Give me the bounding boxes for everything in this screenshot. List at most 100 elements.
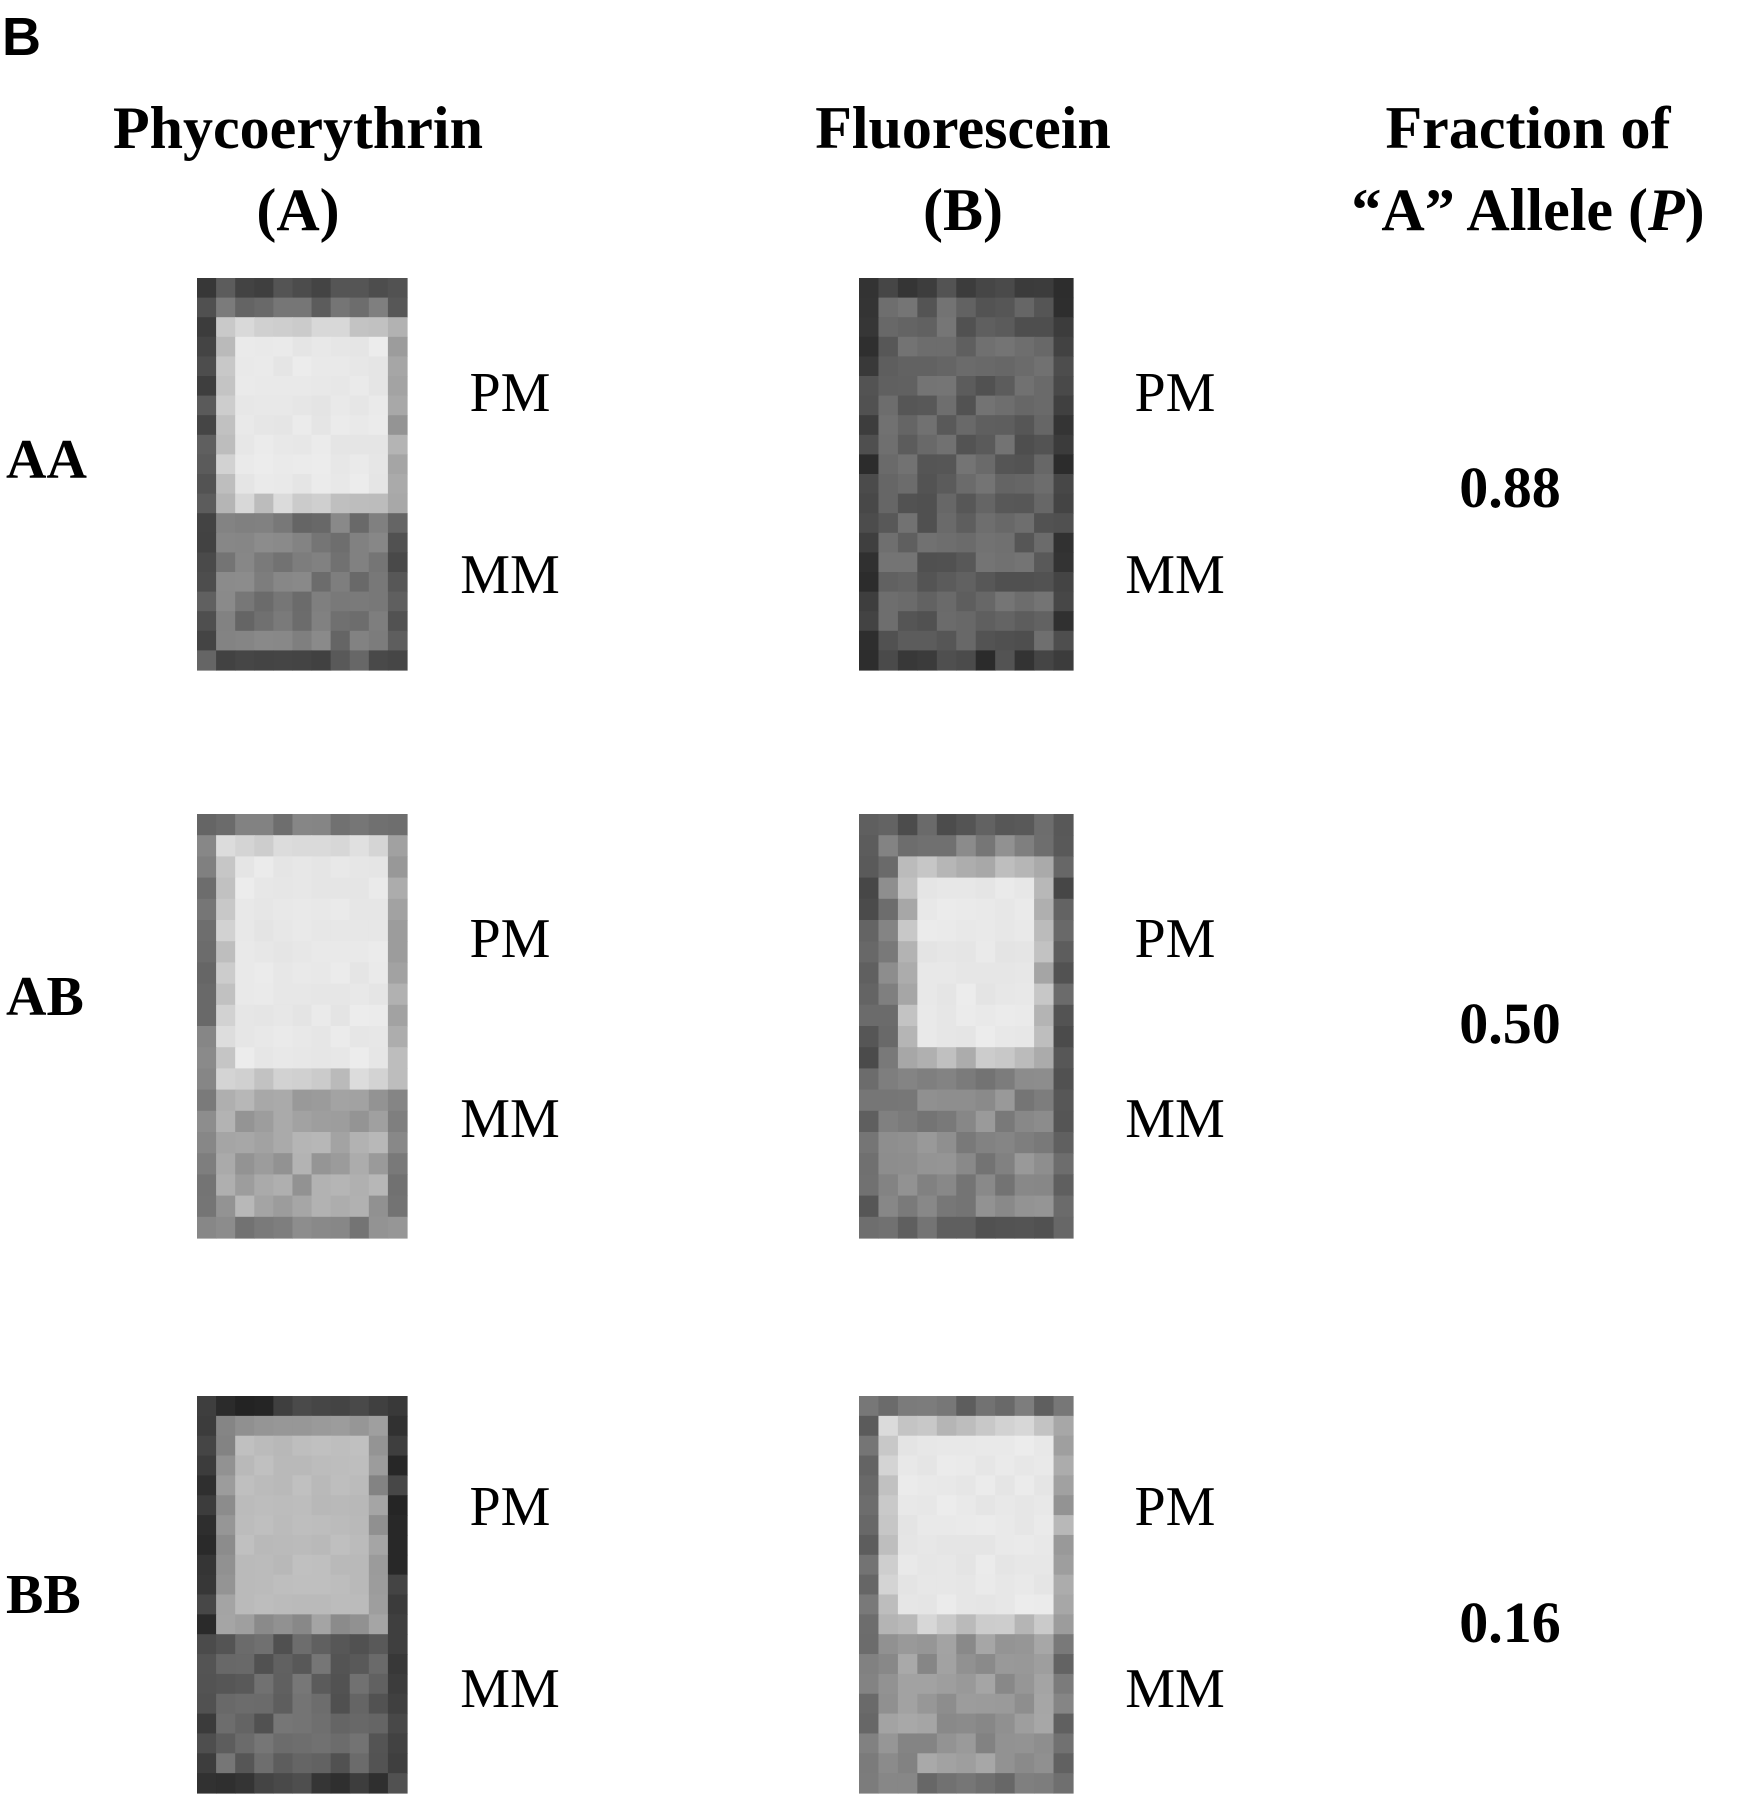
pixel bbox=[917, 1415, 938, 1437]
pixel bbox=[197, 835, 217, 857]
pixel bbox=[995, 1634, 1016, 1655]
pixel bbox=[330, 1004, 351, 1027]
pixel bbox=[936, 317, 957, 338]
pixel bbox=[216, 1435, 236, 1457]
pixel bbox=[917, 1654, 938, 1675]
pixel bbox=[897, 552, 918, 573]
pixel bbox=[1014, 941, 1035, 963]
pixel bbox=[859, 814, 880, 836]
pixel bbox=[254, 920, 274, 942]
pixel bbox=[368, 1004, 389, 1027]
column-header: Fraction of bbox=[1386, 95, 1672, 161]
pixel bbox=[878, 1654, 899, 1675]
column-header: Phycoerythrin bbox=[113, 95, 483, 161]
pixel bbox=[292, 1455, 313, 1476]
pixel bbox=[975, 278, 996, 299]
pixel bbox=[878, 415, 899, 436]
pixel bbox=[216, 474, 236, 495]
pixel bbox=[897, 877, 918, 900]
pixel bbox=[254, 1713, 274, 1735]
pixel bbox=[878, 1693, 899, 1715]
pixel bbox=[292, 1153, 313, 1175]
pixel bbox=[254, 1174, 274, 1197]
pixel bbox=[995, 1495, 1016, 1516]
pixel bbox=[254, 454, 274, 475]
pixel bbox=[975, 454, 996, 475]
pixel bbox=[1034, 1026, 1055, 1048]
pixel bbox=[254, 356, 274, 377]
pixel bbox=[368, 454, 389, 475]
pixel bbox=[254, 983, 274, 1006]
pixel bbox=[235, 898, 255, 921]
pixel bbox=[216, 835, 236, 857]
pixel bbox=[254, 297, 274, 318]
pixel bbox=[387, 1047, 408, 1069]
pixel bbox=[975, 395, 996, 416]
pixel bbox=[235, 278, 255, 299]
pixel bbox=[936, 835, 957, 857]
pixel bbox=[216, 983, 236, 1006]
pixel bbox=[216, 856, 236, 879]
pixel bbox=[1014, 814, 1035, 836]
pixel bbox=[936, 1713, 957, 1735]
pixel bbox=[311, 1396, 332, 1417]
pixel bbox=[349, 814, 370, 836]
pixel bbox=[936, 650, 957, 671]
pixel bbox=[1034, 1713, 1055, 1735]
pixel bbox=[254, 1047, 274, 1069]
pixel bbox=[349, 1396, 370, 1417]
pixel bbox=[330, 962, 351, 985]
pixel bbox=[956, 1455, 977, 1476]
pixel bbox=[1014, 1132, 1035, 1154]
pixel bbox=[387, 941, 408, 963]
pixel bbox=[917, 1026, 938, 1048]
pixel bbox=[1014, 1153, 1035, 1175]
pixel bbox=[349, 941, 370, 963]
pixel bbox=[1034, 297, 1055, 318]
pixel bbox=[216, 1614, 236, 1635]
pixel bbox=[292, 297, 313, 318]
pixel bbox=[368, 1047, 389, 1069]
pixel bbox=[878, 1396, 899, 1417]
pixel bbox=[311, 1614, 332, 1635]
pixel bbox=[859, 1534, 880, 1556]
pixel bbox=[995, 1534, 1016, 1556]
pixel bbox=[975, 920, 996, 942]
pixel bbox=[995, 1673, 1016, 1695]
pixel bbox=[956, 572, 977, 593]
pixel bbox=[1034, 1174, 1055, 1197]
pixel bbox=[197, 1534, 217, 1556]
pixel bbox=[995, 1174, 1016, 1197]
pixel bbox=[368, 1455, 389, 1476]
pixel bbox=[235, 1733, 255, 1754]
pixel bbox=[1053, 1713, 1074, 1735]
pixel bbox=[1053, 532, 1074, 553]
pixel bbox=[1014, 395, 1035, 416]
pixel bbox=[897, 493, 918, 514]
pixel bbox=[859, 630, 880, 651]
probe-label: PM bbox=[1135, 362, 1216, 424]
pixel bbox=[197, 941, 217, 963]
pixel bbox=[311, 1554, 332, 1576]
pixel bbox=[368, 1634, 389, 1655]
pixel bbox=[311, 962, 332, 985]
pixel bbox=[917, 650, 938, 671]
pixel bbox=[878, 278, 899, 299]
pixel bbox=[330, 1594, 351, 1615]
pixel bbox=[917, 317, 938, 338]
pixel bbox=[897, 814, 918, 836]
pixel bbox=[975, 1435, 996, 1457]
pixel bbox=[995, 1110, 1016, 1133]
pixel bbox=[349, 1495, 370, 1516]
pixel bbox=[917, 1174, 938, 1197]
pixel bbox=[330, 415, 351, 436]
pixel bbox=[1014, 434, 1035, 455]
pixel bbox=[956, 278, 977, 299]
pixel bbox=[292, 1004, 313, 1027]
pixel bbox=[995, 591, 1016, 612]
pixel bbox=[975, 572, 996, 593]
pixel bbox=[254, 336, 274, 357]
pixel bbox=[897, 1004, 918, 1027]
pixel bbox=[368, 572, 389, 593]
pixel bbox=[897, 1654, 918, 1675]
